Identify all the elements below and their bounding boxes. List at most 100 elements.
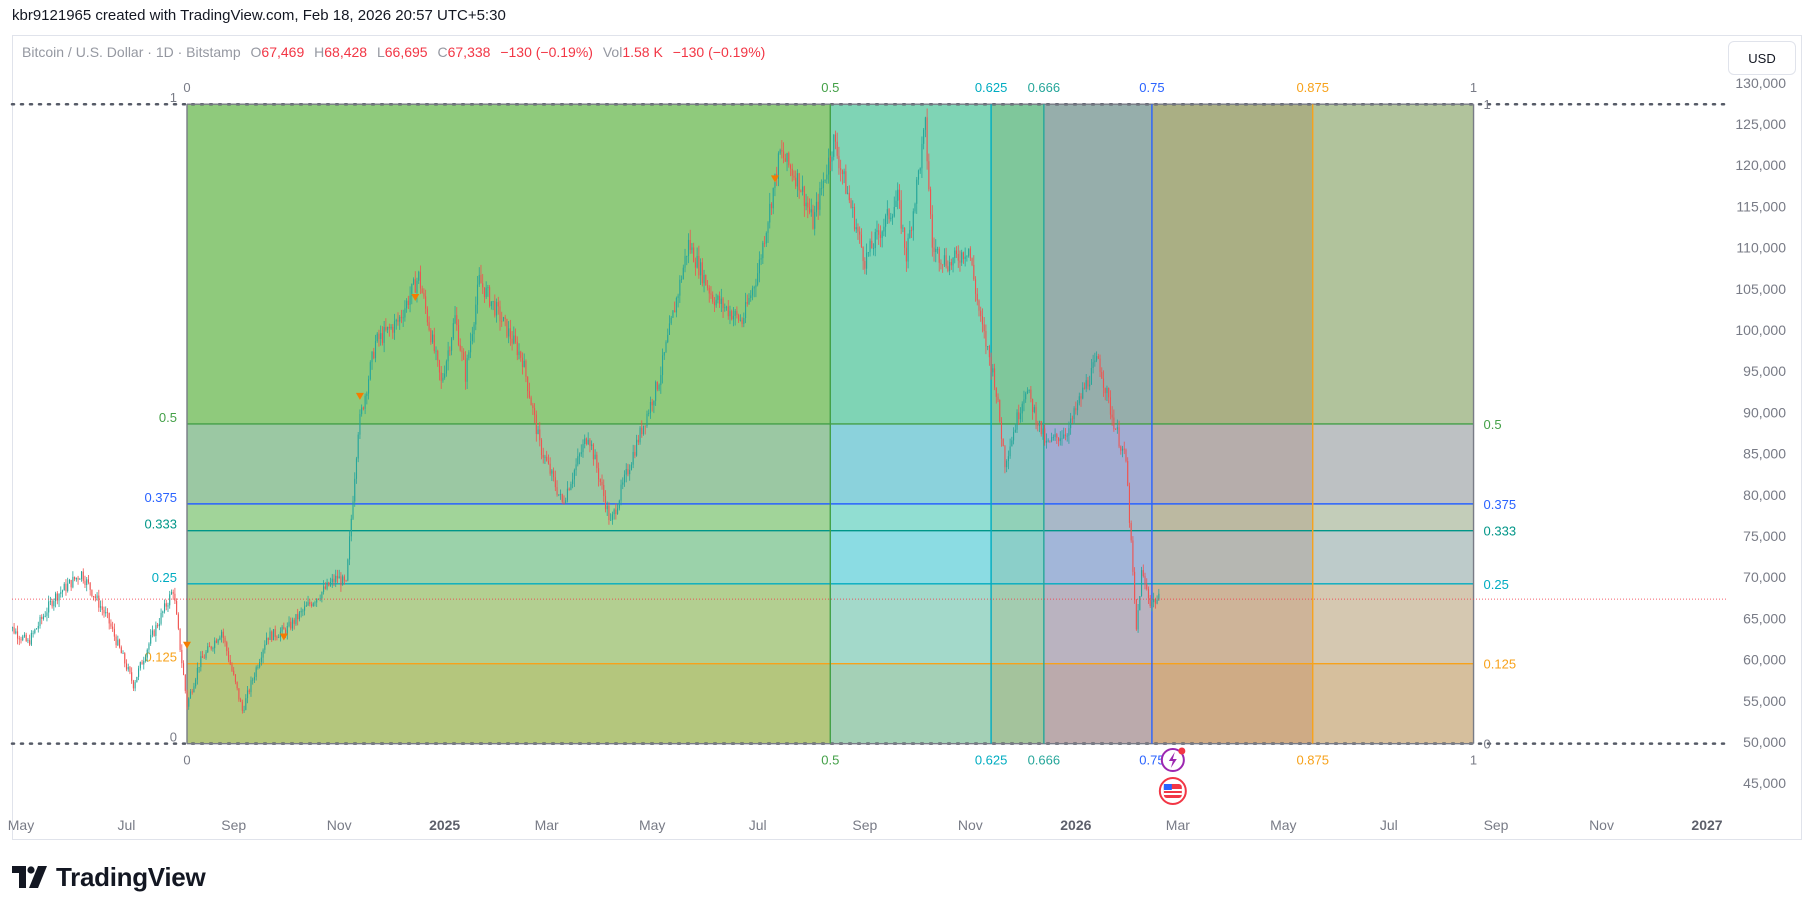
x-axis-tick-label: 2025	[429, 817, 460, 833]
candle-body	[847, 192, 849, 194]
candle	[833, 134, 835, 161]
candle	[1025, 391, 1027, 403]
candle-body	[994, 368, 996, 388]
candle-body	[1104, 387, 1106, 394]
candle-body	[736, 311, 738, 315]
candle-body	[1101, 372, 1103, 379]
candle-body	[518, 351, 520, 356]
candle-body	[117, 639, 119, 646]
candle-body	[99, 606, 102, 608]
candle-body	[523, 360, 525, 367]
candle-body	[16, 631, 19, 639]
candle-body	[208, 646, 211, 648]
candle	[323, 580, 325, 595]
candle-body	[397, 320, 399, 322]
candle	[153, 629, 155, 637]
candle	[1120, 445, 1122, 455]
candle-body	[212, 648, 214, 649]
candle	[248, 688, 250, 695]
candle	[585, 437, 588, 446]
currency-button[interactable]: USD	[1728, 41, 1796, 75]
candle	[822, 172, 824, 197]
x-axis-tick-label: Nov	[1589, 817, 1614, 833]
candle-body	[952, 257, 954, 266]
candle	[651, 398, 653, 412]
candle-body	[705, 275, 707, 286]
candle-body	[687, 239, 690, 256]
candle	[700, 258, 702, 285]
candle	[539, 421, 541, 447]
signal-marker	[279, 633, 288, 641]
candle-body	[15, 631, 17, 634]
candle-body	[501, 321, 503, 322]
candle-body	[342, 576, 344, 586]
candle	[866, 243, 868, 275]
candle-body	[205, 652, 207, 659]
candle	[933, 237, 935, 262]
candle	[67, 577, 69, 593]
candle	[758, 251, 760, 283]
y-axis-tick-label: 90,000	[1743, 404, 1786, 420]
candle	[1040, 420, 1042, 437]
candle-body	[706, 285, 709, 288]
candle	[492, 300, 494, 311]
candle-body	[56, 593, 58, 601]
candle-body	[1009, 446, 1011, 457]
candle-body	[828, 157, 830, 175]
candle	[1102, 370, 1105, 397]
y-axis-tick-label: 45,000	[1743, 775, 1786, 791]
candle-body	[987, 346, 989, 347]
candle	[122, 650, 124, 655]
candle	[321, 591, 323, 603]
candle	[425, 289, 427, 315]
tradingview-logo-icon	[12, 866, 47, 888]
candle-body	[468, 352, 470, 359]
candle-body	[902, 227, 904, 229]
candle	[291, 617, 294, 631]
candle	[808, 198, 811, 215]
candle	[630, 462, 632, 471]
candle-body	[770, 203, 773, 209]
candle-body	[554, 477, 556, 488]
candle	[644, 425, 646, 435]
candle-body	[172, 592, 174, 594]
candle	[570, 481, 572, 491]
legend-high: 68,428	[324, 44, 368, 60]
candle	[639, 425, 641, 445]
candle	[1028, 389, 1030, 394]
signal-marker	[183, 641, 192, 649]
x-axis-tick-label: 2027	[1691, 817, 1722, 833]
legend-symbol[interactable]: Bitcoin / U.S. Dollar · 1D · Bitstamp	[22, 44, 241, 60]
candle	[37, 621, 39, 633]
candle	[1144, 572, 1146, 590]
candle	[1023, 390, 1025, 412]
candle	[1087, 377, 1089, 390]
fib-price-label-right-1: 1	[1484, 97, 1491, 112]
candle	[485, 281, 487, 300]
candle-body	[267, 637, 269, 640]
candle	[618, 499, 620, 511]
candle-body	[366, 393, 368, 396]
y-axis-tick-label: 60,000	[1743, 652, 1786, 668]
candle	[897, 182, 899, 210]
candle	[373, 347, 375, 360]
candle-body	[677, 295, 679, 299]
candle	[98, 589, 100, 612]
candle	[636, 434, 638, 457]
candle-body	[70, 579, 72, 588]
candle	[155, 621, 157, 642]
tradingview-logo[interactable]: TradingView	[12, 862, 206, 892]
candle	[757, 263, 759, 287]
candle-body	[653, 400, 655, 406]
candle	[241, 699, 243, 714]
candle-body	[221, 631, 223, 638]
candle-body	[331, 578, 333, 583]
candle	[350, 514, 352, 542]
candle-body	[973, 264, 975, 280]
candle-body	[795, 177, 797, 187]
candle-body	[86, 579, 88, 586]
candle-body	[259, 661, 261, 668]
candle	[1051, 432, 1053, 443]
fib-time-label-bottom-0.625: 0.625	[975, 753, 1008, 768]
